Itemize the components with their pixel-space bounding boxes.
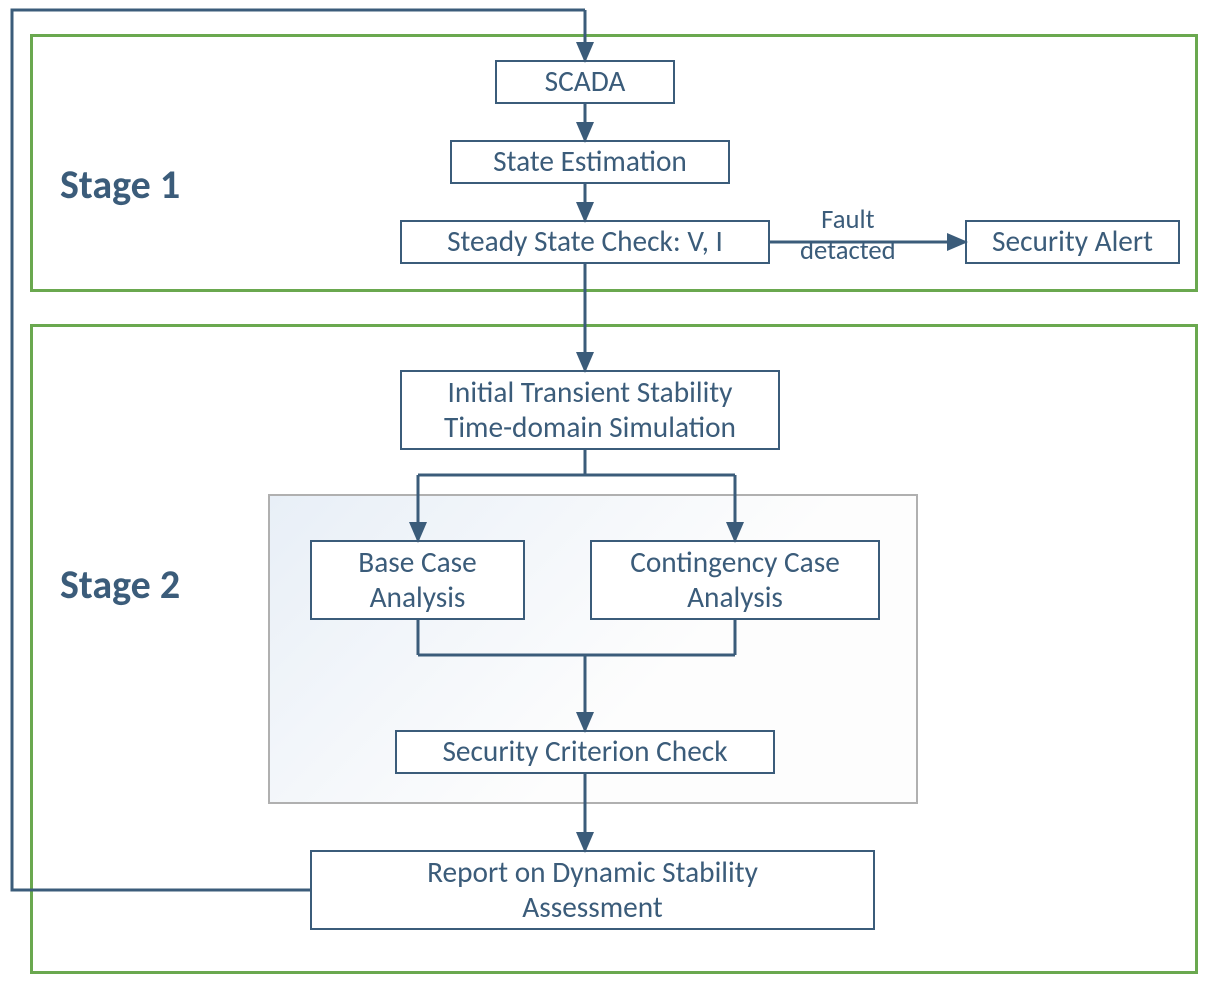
node-initial-transient: Initial Transient StabilityTime-domain S…: [400, 370, 780, 450]
stage2-label: Stage 2: [60, 560, 180, 609]
node-report: Report on Dynamic StabilityAssessment: [310, 850, 875, 930]
flowchart-canvas: Stage 1 Stage 2 SCADA State Estimation S…: [0, 0, 1229, 1000]
stage1-label: Stage 1: [60, 160, 180, 209]
node-security-alert: Security Alert: [965, 220, 1180, 264]
node-contingency-case-analysis: Contingency CaseAnalysis: [590, 540, 880, 620]
edge-label-fault-detected: Faultdetacted: [800, 205, 896, 266]
node-base-case-analysis: Base CaseAnalysis: [310, 540, 525, 620]
node-steady-state-check: Steady State Check: V, I: [400, 220, 770, 264]
node-scada: SCADA: [495, 60, 675, 104]
node-state-estimation: State Estimation: [450, 140, 730, 184]
node-security-criterion-check: Security Criterion Check: [395, 730, 775, 774]
